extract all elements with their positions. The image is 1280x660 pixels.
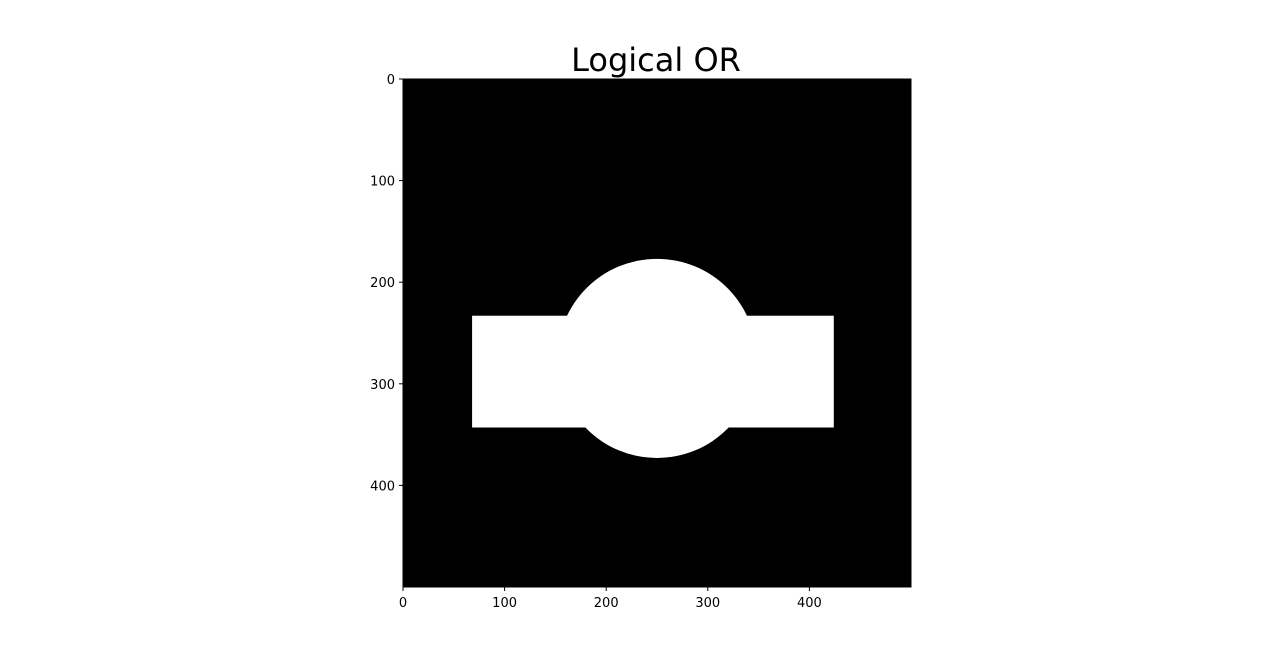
x-tick-label: 100 [492,596,517,611]
y-tick-label: 0 [387,73,395,88]
x-tick-label: 400 [797,596,822,611]
y-tick-label: 200 [370,276,395,291]
y-tick-label: 100 [370,175,395,190]
image-shapes [472,258,834,458]
x-axis-ticks: 0 100 200 300 400 [399,587,822,611]
or-circle-region [557,258,757,458]
chart-title: Logical OR [571,41,741,79]
y-tick-label: 300 [370,378,395,393]
y-axis-ticks: 0 100 200 300 400 [370,73,403,494]
axes-frame [402,78,912,588]
x-tick-label: 200 [594,596,619,611]
image-area [403,79,911,587]
x-tick-label: 300 [695,596,720,611]
x-tick-label: 0 [399,596,407,611]
y-tick-label: 400 [370,479,395,494]
